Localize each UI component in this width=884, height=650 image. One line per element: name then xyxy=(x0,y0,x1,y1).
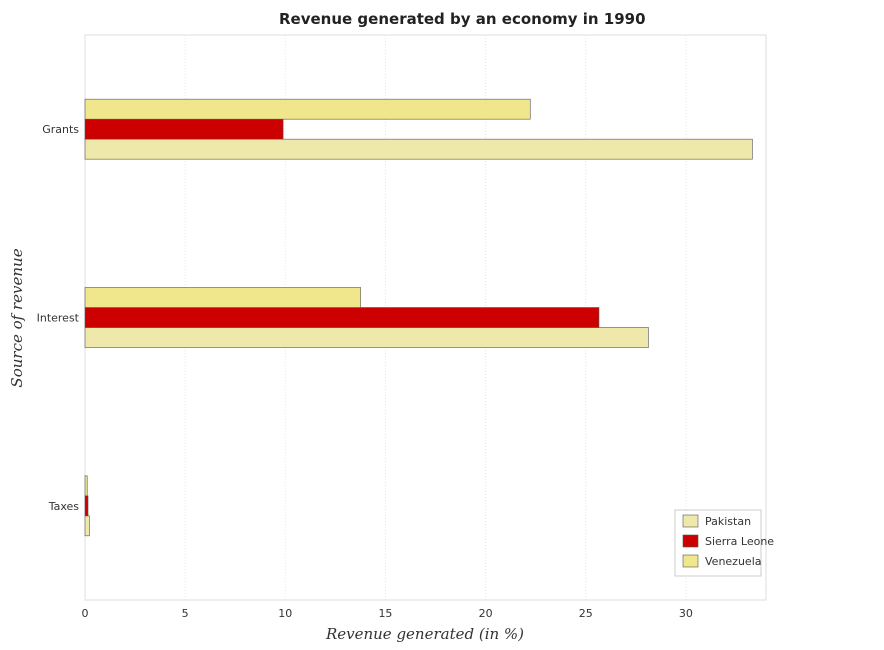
x-axis-ticks: 0 5 10 15 20 25 30 xyxy=(82,607,693,620)
y-tick-label: Interest xyxy=(37,312,80,325)
x-tick-label: 20 xyxy=(479,607,493,620)
legend-label: Venezuela xyxy=(705,555,762,568)
x-tick-label: 30 xyxy=(679,607,693,620)
x-tick-label: 10 xyxy=(278,607,292,620)
bar-taxes-pakistan xyxy=(84,515,90,537)
x-tick-label: 0 xyxy=(82,607,89,620)
bar-taxes-venezuela xyxy=(84,475,88,497)
y-tick-label: Taxes xyxy=(48,500,80,513)
x-axis-title: Revenue generated (in %) xyxy=(325,625,524,643)
legend-swatch xyxy=(682,534,699,548)
chart-title: Revenue generated by an economy in 1990 xyxy=(279,10,646,28)
bar-grants-pakistan xyxy=(84,138,753,160)
y-tick-label: Grants xyxy=(42,123,79,136)
legend-swatch xyxy=(682,554,699,568)
x-tick-label: 25 xyxy=(579,607,593,620)
legend-swatch xyxy=(682,514,699,528)
bar-grants-venezuela xyxy=(84,98,531,120)
bar-taxes-sierra-leone xyxy=(84,495,89,517)
bar-interest-pakistan xyxy=(84,327,649,348)
x-tick-label: 5 xyxy=(182,607,189,620)
legend: Pakistan Sierra Leone Venezuela xyxy=(674,509,774,577)
legend-label: Sierra Leone xyxy=(705,535,774,548)
x-tick-label: 15 xyxy=(378,607,392,620)
y-axis-title: Source of revenue xyxy=(8,248,26,387)
bar-interest-venezuela xyxy=(84,287,361,308)
bars xyxy=(84,98,753,537)
bar-grants-sierra-leone xyxy=(84,118,284,140)
y-axis-ticks: Grants Interest Taxes xyxy=(37,123,80,513)
bar-interest-sierra-leone xyxy=(84,307,600,328)
legend-label: Pakistan xyxy=(705,515,751,528)
